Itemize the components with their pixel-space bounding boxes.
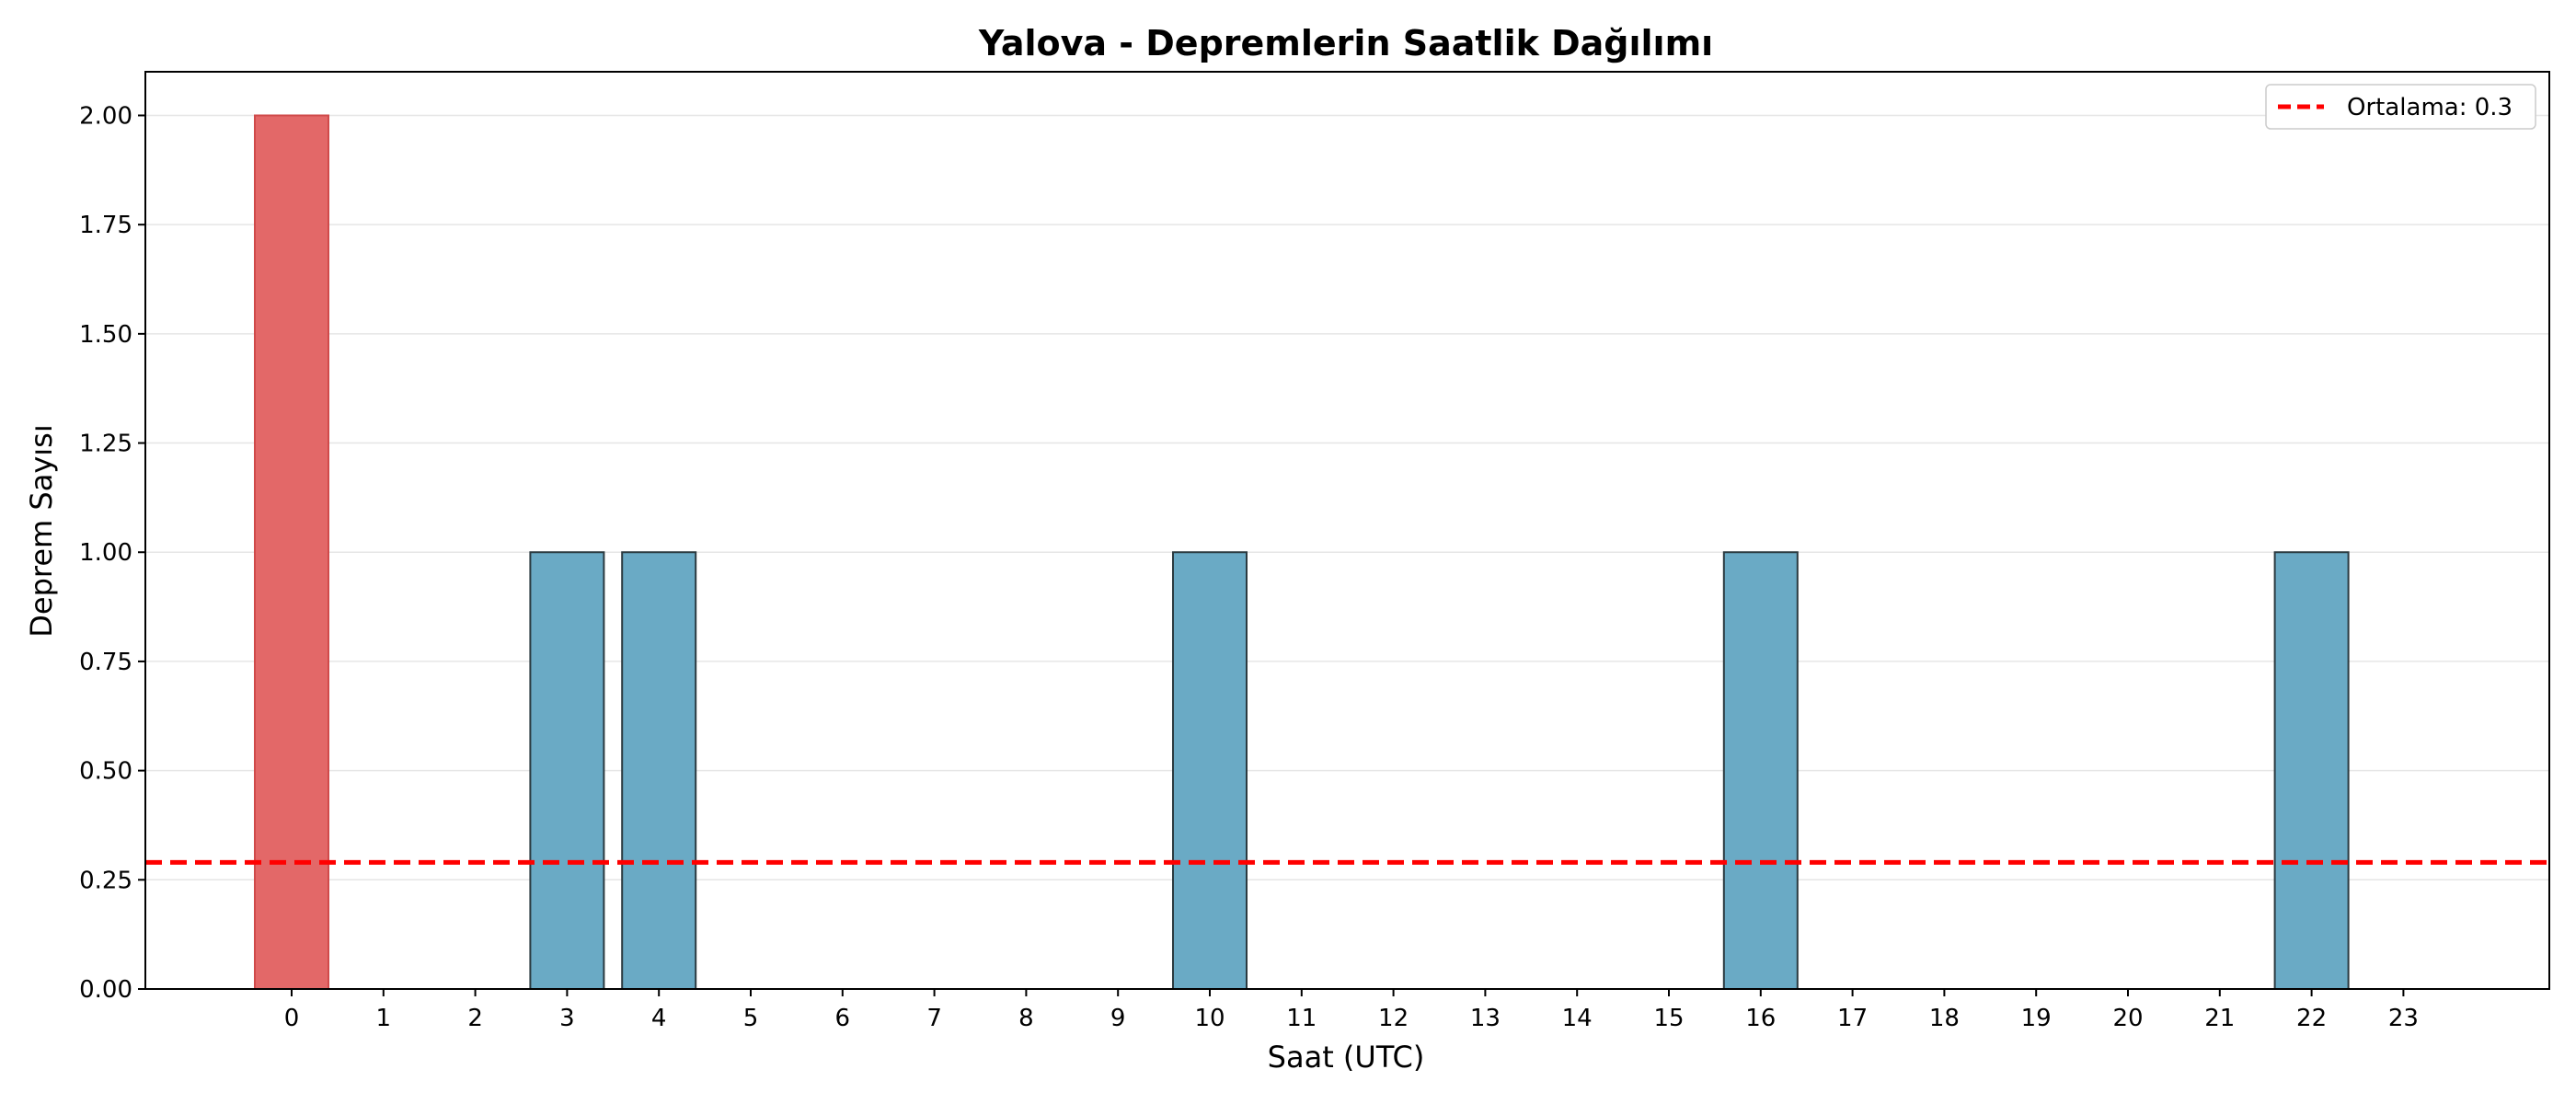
x-tick-label: 3 [559,1005,575,1032]
y-tick-label: 1.25 [79,431,132,458]
x-tick-label: 9 [1110,1005,1126,1032]
y-tick-label: 0.25 [79,867,132,894]
x-tick-label: 11 [1286,1005,1317,1032]
y-tick-label: 0.50 [79,758,132,786]
chart-title: Yalova - Depremlerin Saatlik Dağılımı [978,23,1713,63]
y-tick-label: 1.00 [79,539,132,567]
x-tick-label: 0 [284,1005,300,1032]
bar-hour-22 [2273,551,2350,990]
plot-frame [144,71,2550,990]
x-tick-label: 21 [2204,1005,2235,1032]
y-axis-ticks: 0.00 0.25 0.50 0.75 1.00 1.25 1.50 1.75 2.00 [79,102,145,1004]
bar-hour-10 [1172,551,1248,990]
x-tick-label: 23 [2388,1005,2419,1032]
x-tick-label: 19 [2021,1005,2052,1032]
x-tick-label: 1 [376,1005,392,1032]
legend-box [2265,84,2536,130]
y-tick-label: 2.00 [79,102,132,130]
x-tick-label: 6 [835,1005,851,1032]
x-tick-label: 18 [1929,1005,1960,1032]
x-tick-label: 5 [743,1005,759,1032]
x-tick-label: 8 [1018,1005,1034,1032]
y-tick-label: 1.50 [79,321,132,349]
y-tick-label: 0.75 [79,649,132,676]
y-axis-title: Deprem Sayısı [24,424,59,637]
x-tick-label: 12 [1378,1005,1409,1032]
x-tick-label: 13 [1470,1005,1501,1032]
bars [254,114,2350,990]
x-tick-label: 22 [2296,1005,2327,1032]
bar-hour-16 [1722,551,1799,990]
legend-label: Ortalama: 0.3 [2347,94,2513,121]
y-tick-label: 1.75 [79,212,132,239]
bar-hour-4 [621,551,697,990]
x-tick-label: 16 [1745,1005,1776,1032]
x-tick-label: 20 [2112,1005,2143,1032]
grid-lines [145,114,2549,990]
x-tick-label: 14 [1562,1005,1593,1032]
x-tick-label: 17 [1837,1005,1868,1032]
x-tick-label: 10 [1194,1005,1225,1032]
bar-hour-3 [529,551,605,990]
legend: Ortalama: 0.3 [2265,84,2536,130]
y-tick-label: 0.00 [79,976,132,1004]
x-tick-label: 15 [1653,1005,1684,1032]
x-tick-label: 4 [651,1005,667,1032]
x-tick-label: 7 [926,1005,942,1032]
x-tick-label: 2 [467,1005,483,1032]
x-axis-ticks: 0 1 2 3 4 5 6 7 8 9 10 11 12 13 14 15 16 17 18 19 20 21 22 23 [284,989,2419,1032]
bar-hour-0 [254,114,329,990]
x-axis-title: Saat (UTC) [1268,1040,1425,1075]
